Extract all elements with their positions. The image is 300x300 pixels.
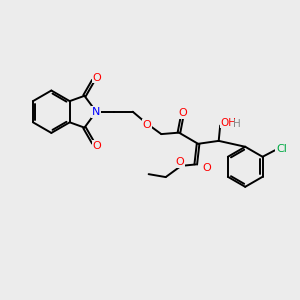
Text: H: H — [232, 119, 240, 129]
Text: OH: OH — [220, 118, 236, 128]
Text: N: N — [92, 107, 100, 117]
Text: O: O — [92, 141, 101, 151]
Text: O: O — [142, 120, 151, 130]
Text: O: O — [92, 73, 101, 82]
Text: O: O — [202, 163, 211, 173]
Text: O: O — [175, 158, 184, 167]
Text: O: O — [178, 108, 187, 118]
Text: Cl: Cl — [276, 144, 287, 154]
